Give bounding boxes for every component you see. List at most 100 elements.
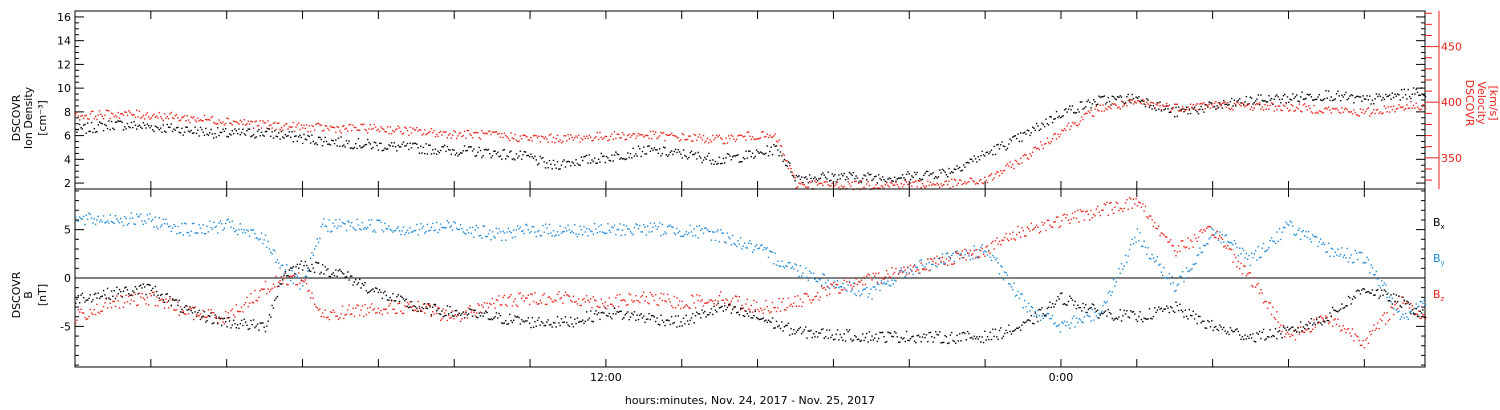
data-point-bx bbox=[167, 300, 170, 302]
data-point-by bbox=[345, 229, 348, 232]
data-point-by bbox=[417, 234, 419, 236]
data-point-velocity bbox=[190, 116, 192, 118]
data-point-bz bbox=[436, 312, 438, 315]
data-point-bx bbox=[920, 341, 922, 343]
data-point-ion-density bbox=[1379, 95, 1382, 98]
data-point-by bbox=[990, 259, 993, 262]
data-point-velocity bbox=[1256, 103, 1258, 105]
data-point-ion-density bbox=[920, 179, 922, 181]
data-point-ion-density bbox=[194, 126, 196, 128]
data-point-velocity bbox=[757, 138, 759, 140]
data-point-ion-density bbox=[709, 159, 711, 162]
data-point-ion-density bbox=[392, 145, 394, 147]
data-point-by bbox=[117, 220, 119, 222]
data-point-ion-density bbox=[1062, 115, 1064, 117]
data-point-bz bbox=[453, 318, 455, 320]
data-point-velocity bbox=[652, 130, 654, 133]
data-point-by bbox=[702, 232, 705, 235]
data-point-bz bbox=[815, 295, 818, 297]
data-point-by bbox=[347, 220, 349, 222]
data-point-bx bbox=[617, 311, 620, 313]
top-y-tick-label: 8 bbox=[64, 106, 71, 119]
data-point-bx bbox=[408, 306, 410, 309]
data-point-velocity bbox=[1386, 111, 1388, 113]
data-point-ion-density bbox=[209, 132, 211, 134]
data-point-bx bbox=[301, 269, 304, 271]
data-point-velocity bbox=[1424, 107, 1427, 109]
data-point-bx bbox=[169, 295, 171, 298]
data-point-velocity bbox=[288, 126, 291, 128]
data-point-bz bbox=[556, 293, 559, 296]
data-point-ion-density bbox=[441, 146, 443, 148]
data-point-bx bbox=[823, 337, 825, 339]
data-point-velocity bbox=[232, 120, 235, 122]
data-point-bx bbox=[112, 295, 114, 298]
data-point-bz bbox=[893, 271, 896, 274]
data-point-by bbox=[1167, 277, 1169, 280]
data-point-velocity bbox=[384, 130, 386, 133]
data-point-bz bbox=[418, 308, 421, 310]
data-point-by bbox=[408, 232, 410, 234]
data-point-by bbox=[244, 232, 247, 234]
data-point-velocity bbox=[1362, 108, 1364, 111]
data-point-by bbox=[520, 230, 523, 233]
data-point-by bbox=[636, 224, 638, 226]
data-point-ion-density bbox=[625, 158, 628, 160]
data-point-bz bbox=[337, 318, 340, 321]
data-point-ion-density bbox=[761, 152, 763, 154]
data-point-by bbox=[1071, 317, 1074, 320]
data-point-ion-density bbox=[944, 171, 946, 173]
data-point-velocity bbox=[540, 135, 543, 137]
data-point-by bbox=[624, 234, 626, 236]
data-point-ion-density bbox=[1423, 94, 1425, 97]
data-point-bz bbox=[114, 305, 117, 307]
data-point-ion-density bbox=[1183, 110, 1185, 113]
data-point-velocity bbox=[993, 177, 995, 179]
data-point-ion-density bbox=[162, 124, 164, 126]
data-point-by bbox=[686, 233, 689, 236]
data-point-velocity bbox=[1398, 103, 1400, 106]
data-point-velocity bbox=[1318, 110, 1321, 112]
data-point-ion-density bbox=[953, 168, 956, 170]
data-point-bx bbox=[641, 317, 644, 319]
data-point-ion-density bbox=[410, 147, 413, 149]
data-point-bx bbox=[863, 339, 865, 342]
data-point-ion-density bbox=[137, 125, 139, 128]
data-point-ion-density bbox=[1377, 95, 1379, 98]
data-point-ion-density bbox=[843, 172, 845, 175]
data-point-ion-density bbox=[1227, 104, 1229, 106]
data-point-by bbox=[218, 222, 220, 224]
data-point-velocity bbox=[441, 134, 443, 136]
data-point-bz bbox=[1183, 245, 1185, 248]
data-point-by bbox=[674, 233, 677, 236]
data-point-velocity bbox=[1423, 104, 1425, 106]
data-point-bz bbox=[1014, 239, 1017, 241]
data-point-velocity bbox=[267, 120, 269, 122]
data-point-by bbox=[313, 248, 316, 250]
data-point-velocity bbox=[1304, 103, 1306, 105]
data-point-ion-density bbox=[884, 180, 887, 183]
data-point-by bbox=[532, 225, 535, 228]
data-point-bz bbox=[689, 307, 691, 310]
data-point-ion-density bbox=[96, 130, 98, 133]
data-point-bz bbox=[228, 316, 231, 319]
data-point-velocity bbox=[895, 181, 897, 184]
data-point-by bbox=[912, 273, 914, 276]
data-point-ion-density bbox=[197, 129, 199, 131]
data-point-ion-density bbox=[685, 155, 687, 158]
data-point-bz bbox=[919, 272, 921, 274]
data-point-bx bbox=[94, 292, 97, 295]
data-point-ion-density bbox=[189, 131, 191, 133]
data-point-by bbox=[1122, 268, 1124, 270]
data-point-velocity bbox=[799, 183, 802, 185]
data-point-bz bbox=[530, 293, 532, 295]
data-point-velocity bbox=[1280, 109, 1282, 111]
data-point-velocity bbox=[584, 137, 587, 140]
data-point-bz bbox=[1362, 339, 1364, 342]
data-point-velocity bbox=[803, 184, 806, 186]
data-point-velocity bbox=[542, 136, 544, 138]
data-point-velocity bbox=[961, 183, 964, 186]
data-point-by bbox=[1185, 267, 1188, 269]
data-point-ion-density bbox=[587, 162, 589, 164]
